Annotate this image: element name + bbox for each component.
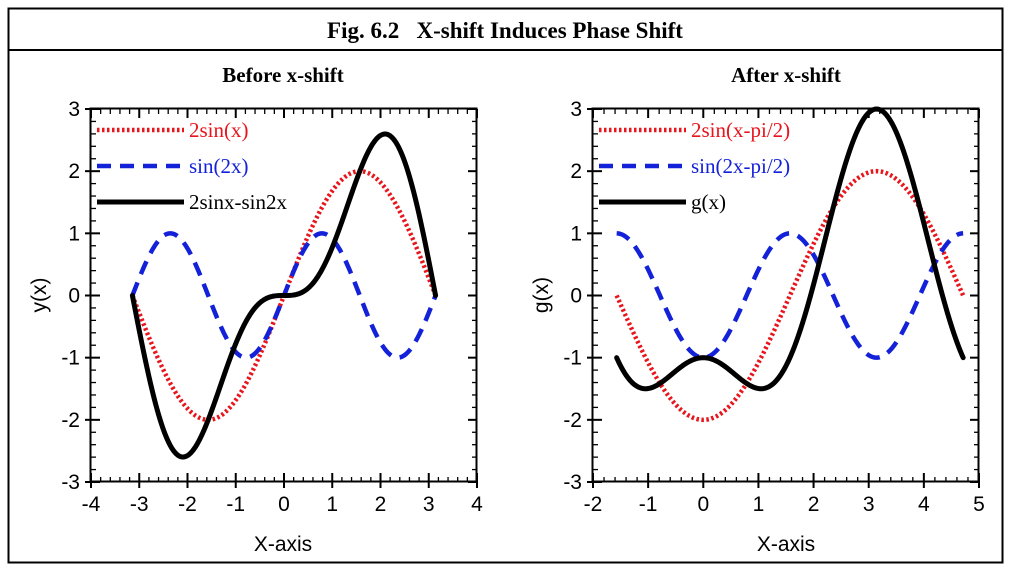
x-tick-label: 2: [808, 493, 820, 516]
x-tick-label: -4: [82, 493, 101, 516]
x-tick-label: -2: [178, 493, 197, 516]
figure-frame: [7, 7, 1004, 564]
legend-label: 2sinx-sin2x: [189, 190, 288, 214]
legend-before: 2sin(x) sin(2x) 2sinx-sin2x: [97, 118, 288, 214]
legend-after: 2sin(x-pi/2) sin(2x-pi/2) g(x): [599, 118, 790, 214]
tick-marks-before: [85, 108, 478, 488]
x-tick-label: 5: [973, 493, 985, 516]
series-line-3: [129, 131, 439, 460]
y-tick-label: 2: [570, 160, 582, 183]
x-tick-label: -3: [130, 493, 149, 516]
x-axis-label-after: X-axis: [757, 533, 815, 556]
y-axis-label-after: g(x): [530, 277, 553, 313]
x-tick-label: 3: [423, 493, 435, 516]
series-line-1: [614, 168, 966, 423]
x-tick-label: -1: [639, 493, 658, 516]
x-tick-label: 2: [375, 493, 387, 516]
y-tick-label: -2: [563, 409, 582, 432]
y-tick-label: -3: [563, 471, 582, 494]
series-lines-before: [129, 131, 439, 460]
x-tick-label: 4: [471, 493, 483, 516]
y-tick-label: 3: [68, 98, 80, 121]
y-tick-label: 3: [570, 98, 582, 121]
series-line-3: [614, 106, 966, 392]
legend-label: g(x): [691, 190, 726, 214]
legend-label: sin(2x): [189, 154, 249, 178]
x-tick-label: 0: [278, 493, 290, 516]
y-tick-label: 1: [68, 222, 80, 245]
x-tick-label: 3: [863, 493, 875, 516]
series-lines-after: [614, 106, 966, 423]
y-tick-label: 2: [68, 160, 80, 183]
x-tick-label: 1: [753, 493, 765, 516]
y-axis-label-before: y(x): [28, 278, 51, 313]
panel-title-after: After x-shift: [731, 63, 841, 87]
y-tick-label: -1: [61, 347, 80, 370]
x-tick-label: 0: [697, 493, 709, 516]
x-tick-label: 4: [918, 493, 930, 516]
x-tick-label: -2: [584, 493, 603, 516]
y-tick-label: 0: [570, 285, 582, 308]
series-line-2: [615, 231, 964, 360]
x-tick-label: -1: [226, 493, 245, 516]
y-tick-label: -2: [61, 409, 80, 432]
figure-title: Fig. 6.2 X-shift Induces Phase Shift: [327, 18, 683, 43]
legend-label: 2sin(x-pi/2): [691, 118, 790, 142]
y-tick-label: -1: [563, 347, 582, 370]
y-tick-label: 1: [570, 222, 582, 245]
legend-label: 2sin(x): [189, 118, 249, 142]
tick-marks-after: [587, 108, 980, 488]
y-tick-label: 0: [68, 285, 80, 308]
x-tick-label: 1: [326, 493, 338, 516]
legend-label: sin(2x-pi/2): [691, 154, 790, 178]
panel-title-before: Before x-shift: [222, 63, 344, 87]
x-axis-label-before: X-axis: [254, 533, 312, 556]
y-tick-label: -3: [61, 471, 80, 494]
